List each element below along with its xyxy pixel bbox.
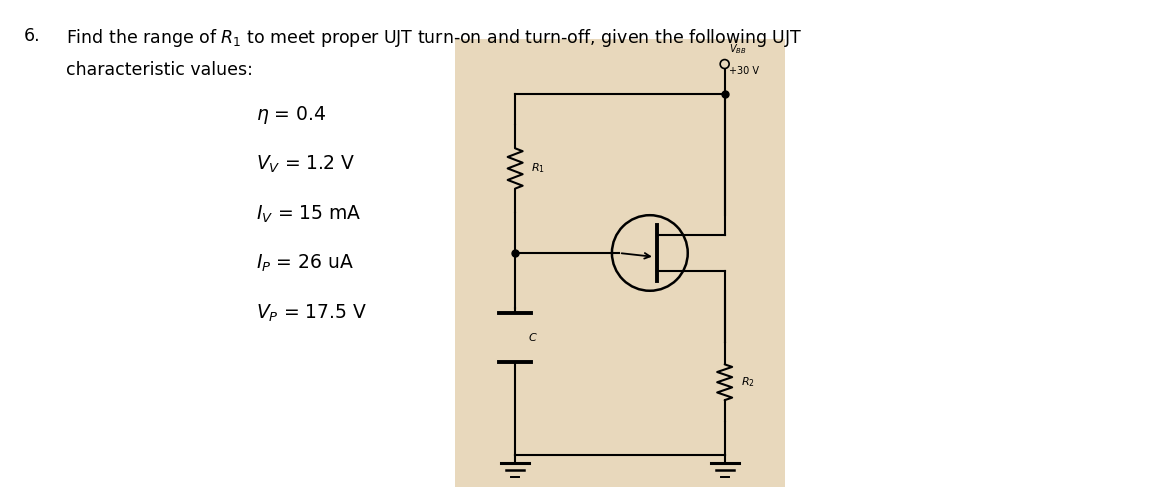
Circle shape — [721, 60, 729, 69]
Text: $I_P$ = 26 uA: $I_P$ = 26 uA — [256, 253, 354, 274]
Text: characteristic values:: characteristic values: — [66, 61, 253, 79]
Text: $V_{BB}$: $V_{BB}$ — [729, 42, 746, 56]
Text: C: C — [528, 333, 535, 343]
Text: $\eta$ = 0.4: $\eta$ = 0.4 — [256, 104, 326, 126]
Text: $R_1$: $R_1$ — [531, 161, 545, 175]
Text: $V_V$ = 1.2 V: $V_V$ = 1.2 V — [256, 153, 355, 175]
Bar — [455, 39, 785, 487]
Text: Find the range of $R_1$ to meet proper UJT turn-on and turn-off, given the follo: Find the range of $R_1$ to meet proper U… — [66, 27, 802, 49]
Text: 6.: 6. — [23, 27, 40, 45]
Circle shape — [612, 215, 688, 291]
Text: $V_P$ = 17.5 V: $V_P$ = 17.5 V — [256, 303, 367, 324]
Text: +30 V: +30 V — [729, 66, 759, 76]
Text: $R_2$: $R_2$ — [740, 375, 754, 389]
Text: $I_V$ = 15 mA: $I_V$ = 15 mA — [256, 203, 361, 225]
